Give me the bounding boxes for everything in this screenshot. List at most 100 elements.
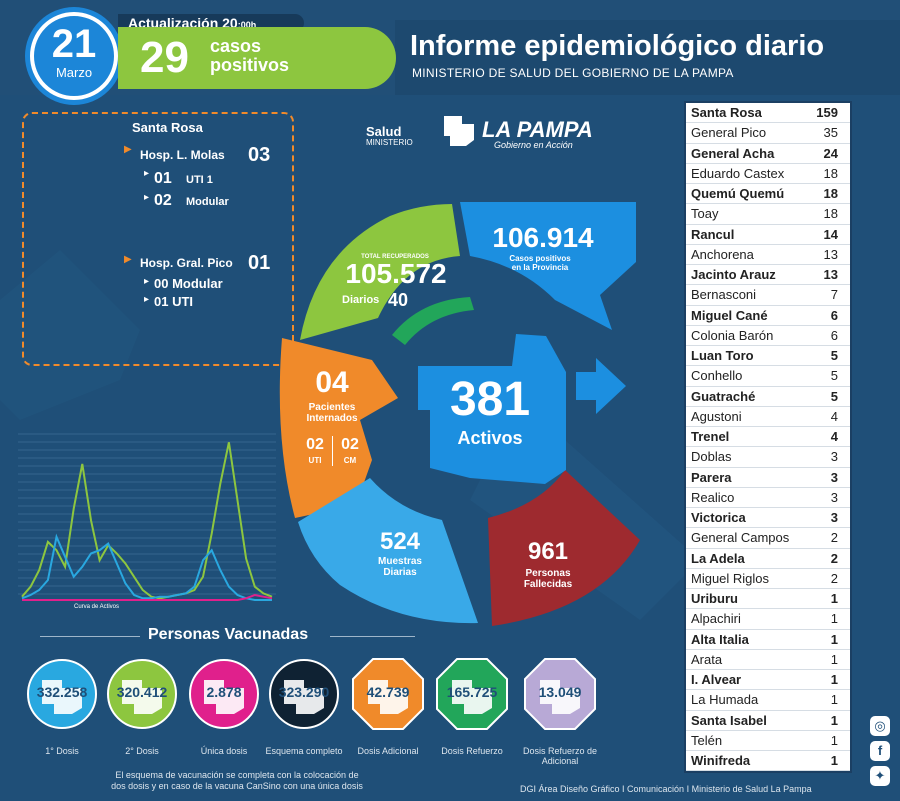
vaccine-label: 1° Dosis [45,746,79,756]
table-row: Santa Isabel 1 [686,711,850,731]
chart-title: Curva de Activos [74,604,119,610]
table-row: La Adela 2 [686,549,850,569]
table-row: Miguel Riglos 2 [686,569,850,589]
table-row: I. Alvear 1 [686,670,850,691]
locality-name: Eduardo Castex [691,165,785,181]
new-cases-bar: 29 casos positivos [118,27,396,89]
table-row: Uriburu 1 [686,589,850,610]
locality-name: Miguel Riglos [691,570,770,586]
locality-value: 35 [823,125,838,141]
locality-name: Doblas [691,449,732,465]
series-line [21,442,273,600]
triangle-icon: ▶ [124,144,132,155]
vaccine-badge: 320.412 [106,658,178,730]
table-row: Bernasconi 7 [686,285,850,306]
table-row: Quemú Quemú 18 [686,184,850,205]
samples-segment [298,478,478,624]
locality-value: 2 [830,550,838,566]
locality-value: 1 [830,672,838,688]
locality-name: Uriburu [691,591,738,607]
hospital-2-b-label: UTI [172,294,194,309]
vaccine-shape [189,659,259,729]
twitter-icon[interactable]: ✦ [870,766,890,786]
locality-value: 1 [830,732,838,748]
locality-value: 1 [830,753,838,769]
table-row: Miguel Cané 6 [686,306,850,326]
hospital-2-name: Hosp. Gral. Pico [140,256,233,270]
locality-value: 13 [823,246,838,262]
note-line-2: dos dosis y en caso de la vacuna CanSino… [111,781,363,791]
locality-name: Trenel [691,429,730,445]
locality-value: 1 [830,591,838,607]
hospital-1-total: 03 [248,144,271,166]
locality-value: 7 [830,287,838,303]
active-curve-chart: Curva de Activos [18,433,276,610]
table-row: General Acha 24 [686,144,850,164]
table-row: Guatraché 5 [686,387,850,407]
samples-total: 524 [379,528,421,555]
locality-name: Realico [691,489,735,505]
locality-name: Rancul [691,226,735,242]
locality-value: 1 [830,611,838,627]
date-month: Marzo [55,65,93,80]
vaccine-label: Esquema completo [265,746,343,756]
locality-name: Toay [691,206,719,222]
locality-name: Anchorena [691,246,754,262]
table-row: Colonia Barón 6 [686,326,850,346]
uti-label: UTI [308,456,322,465]
locality-value: 3 [830,449,838,465]
table-row: Jacinto Arauz 13 [686,265,850,286]
note-line-1: El esquema de vacunación se completa con… [115,770,359,780]
table-row: Anchorena 13 [686,245,850,265]
vaccines-title: Personas Vacunadas [148,626,309,643]
locality-value: 3 [830,469,838,485]
vaccine-shape [524,658,596,730]
arrow-icon [576,358,626,414]
locality-value: 5 [830,368,838,384]
new-cases-label-2: positivos [210,55,290,75]
stats-donut [279,202,640,626]
hospital-1-b-num: 02 [154,192,172,209]
positive-segment [460,202,636,330]
vaccine-value: 42.739 [366,684,410,700]
locality-name: Miguel Cané [691,307,768,323]
active-total: 381 [449,373,531,426]
locality-value: 13 [823,267,838,283]
table-row: Eduardo Castex 18 [686,164,850,184]
chart-grid [18,433,276,595]
table-row: Luan Toro 5 [686,346,850,367]
active-label: Activos [457,428,523,448]
instagram-icon[interactable]: ◎ [870,716,890,736]
table-row: Agustoni 4 [686,407,850,427]
table-row: Telén 1 [686,731,850,751]
locality-value: 3 [830,489,838,505]
locality-name: Alpachiri [691,611,741,627]
vaccine-badge: 323.290 [268,658,340,730]
arrow-icon: ▸ [144,168,150,179]
vaccine-shape [269,659,339,729]
cm-num: 02 [341,436,359,453]
locality-name: Jacinto Arauz [691,267,776,283]
hospital-city: Santa Rosa [132,120,203,135]
recovered-daily: 40 [388,290,409,310]
series-line [22,593,273,601]
hospital-1-name: Hosp. L. Molas [140,148,225,162]
locality-name: Parera [691,469,732,485]
hospital-2-a-num: 00 [154,276,169,291]
table-row: Trenel 4 [686,427,850,448]
table-row: Alta Italia 1 [686,630,850,650]
table-row: General Pico 35 [686,123,850,144]
locality-value: 4 [830,408,838,424]
deaths-segment [488,470,640,626]
locality-value: 5 [830,348,838,364]
logo-ministerio: MINISTERIO [366,138,413,147]
vaccine-value: 332.258 [36,684,88,700]
vaccine-badge: 13.049 [524,658,596,730]
locality-name: Conhello [691,368,743,384]
divider [330,636,415,637]
locality-value: 1 [830,631,838,647]
locality-value: 6 [830,327,838,343]
vaccine-value: 2.878 [206,684,242,700]
facebook-icon[interactable]: f [870,741,890,761]
locality-name: La Humada [691,692,759,708]
